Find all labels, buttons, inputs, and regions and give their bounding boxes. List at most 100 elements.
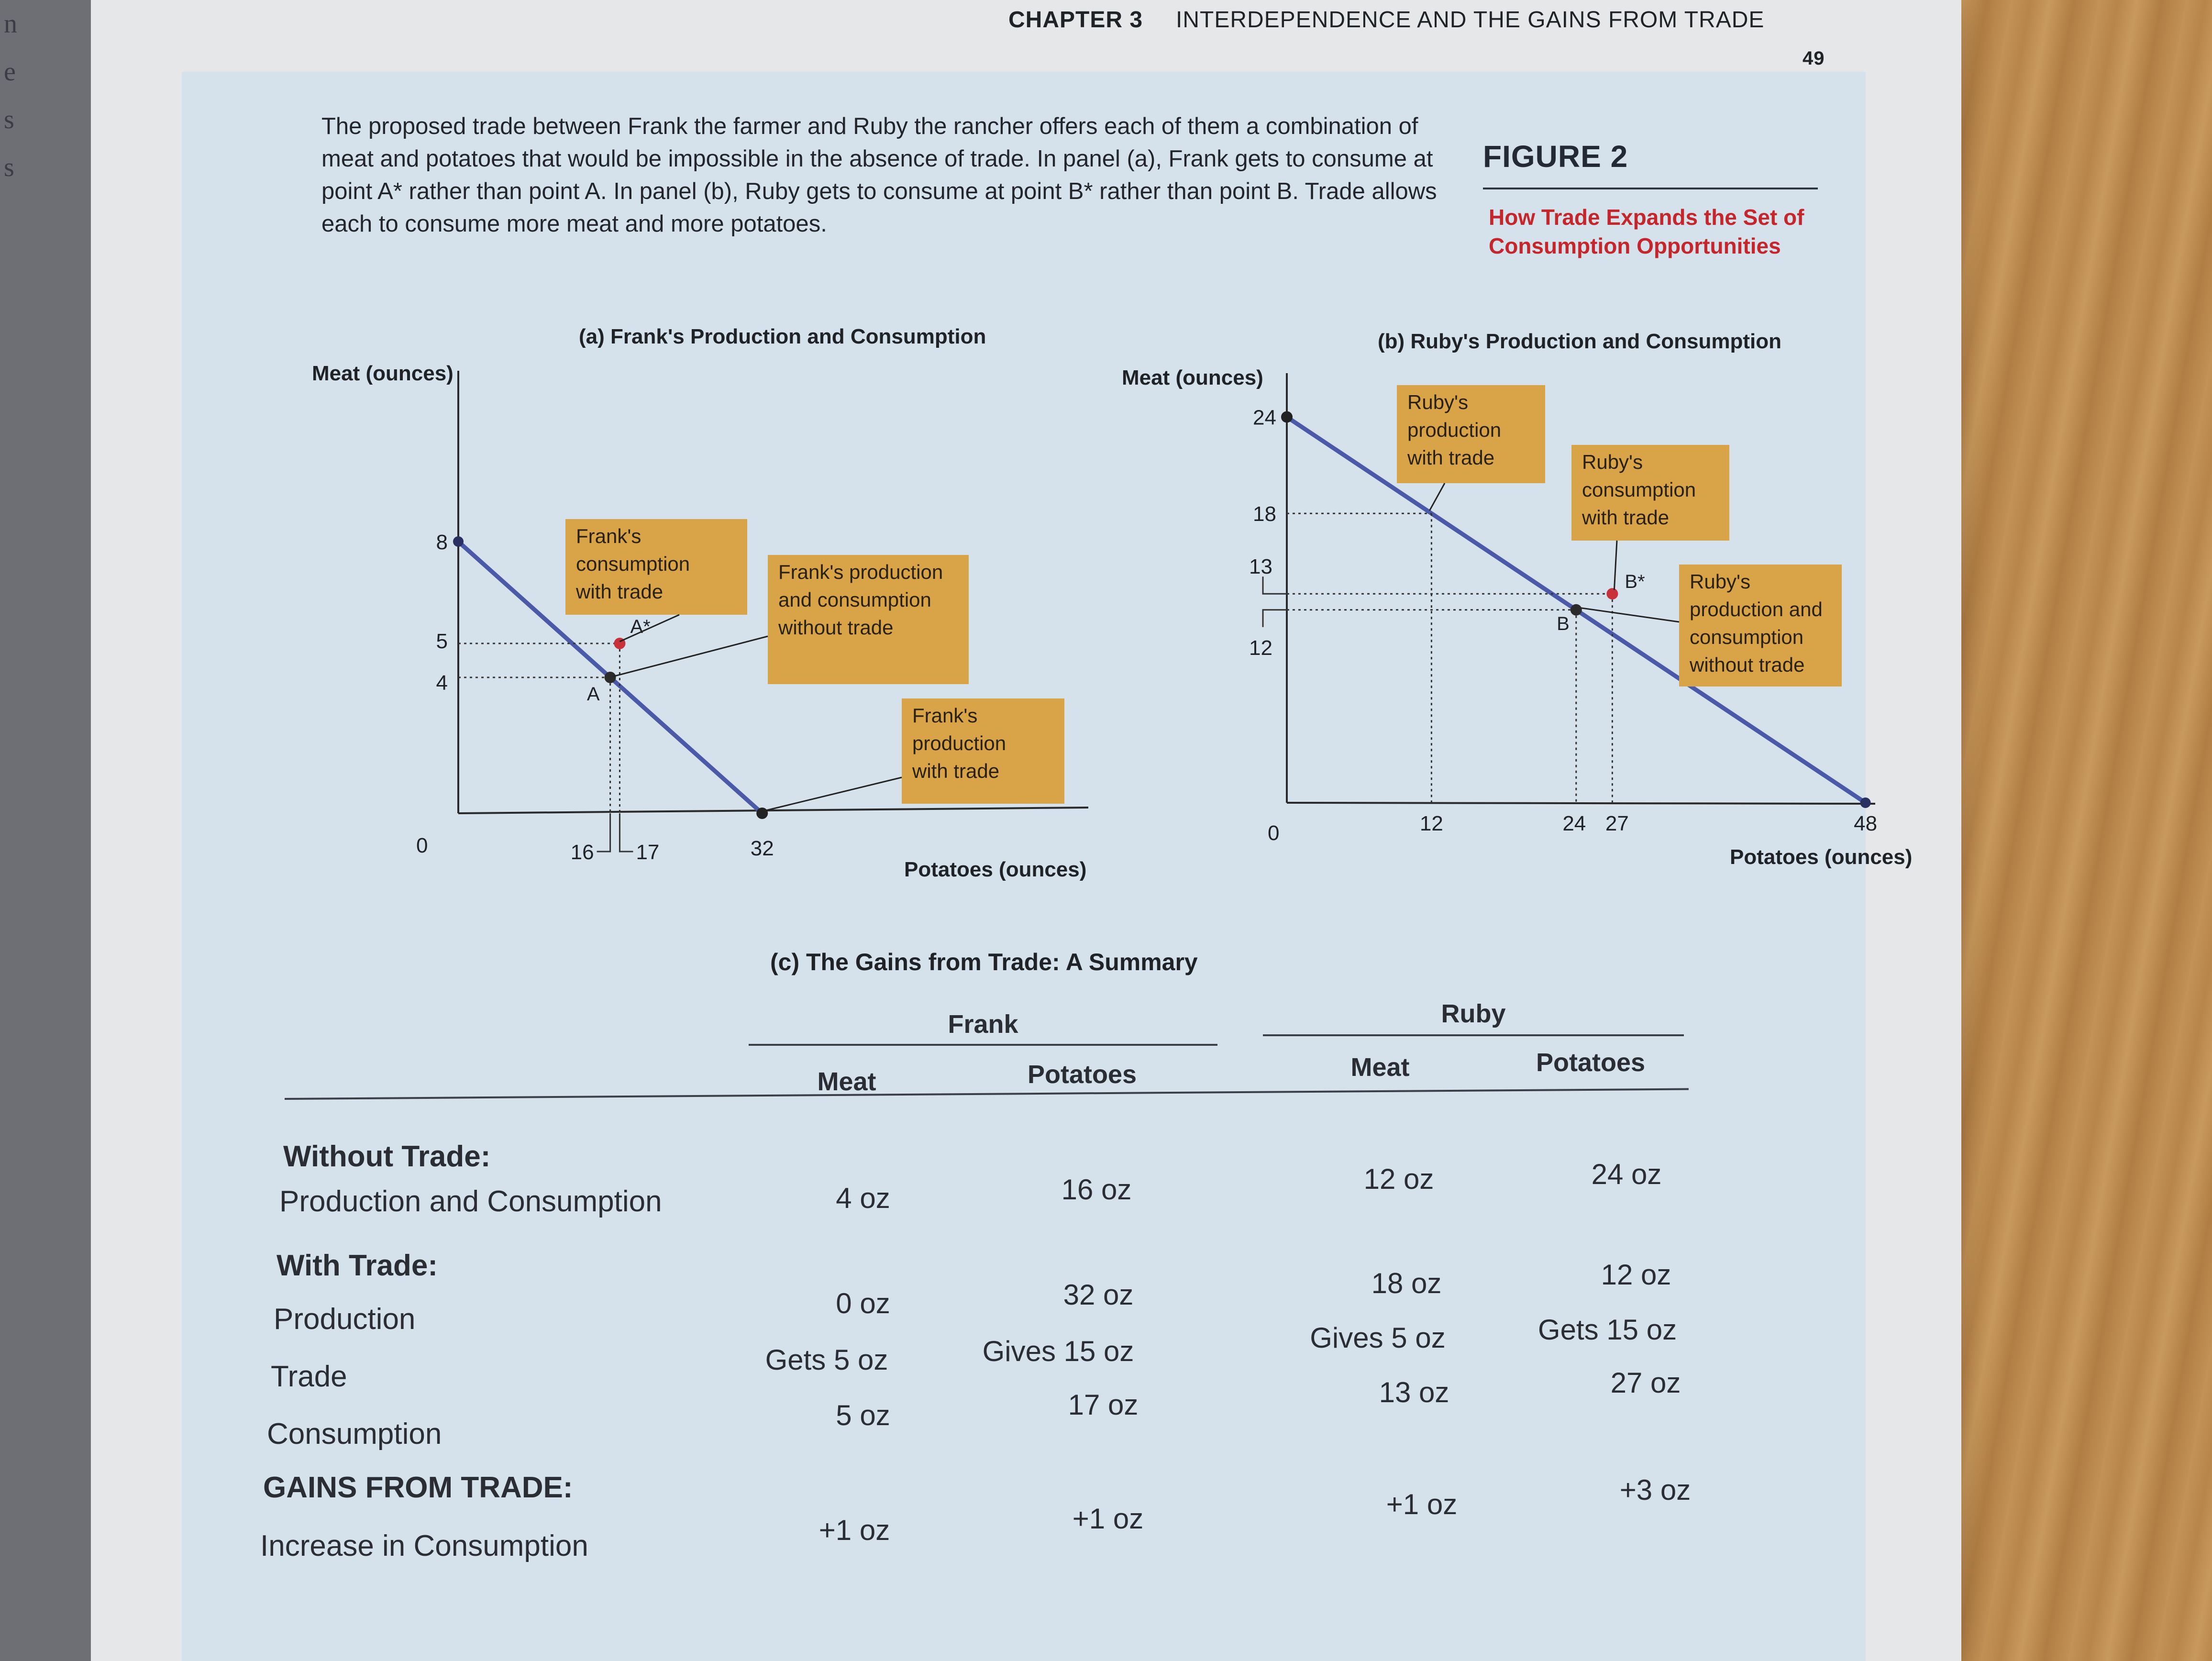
row-label-trade: Trade [271,1360,347,1393]
panel-a-note-without-trade: Frank's production and consumption without… [768,555,969,684]
panel-b-frontier-start [1281,411,1293,423]
panel-b-note-without-trade-line-0: Ruby's [1690,570,1750,593]
cell-frank-potatoes-consumption: 17 oz [1068,1389,1139,1421]
panel-a-xtick-17: 17 [636,841,659,864]
panel-b-note-production-trade: Ruby's production with trade [1397,385,1545,483]
panel-a-note-production-trade-line-0: Frank's [912,704,977,727]
panel-b-xtick-27: 27 [1605,812,1629,835]
panel-a-ytick-5: 5 [436,630,448,653]
panel-b-note-without-trade-line-1: production and [1690,598,1823,620]
panel-b-xtick-48: 48 [1854,812,1877,835]
panel-a-leader-astar [619,614,680,642]
panel-a-note-consumption-trade: Frank's consumption with trade [565,519,747,615]
panel-a-label-Astar: A* [630,616,650,637]
row-label-production: Production [274,1303,416,1336]
figure-caption: The proposed trade between Frank the far… [321,113,1437,237]
panel-b-note-production-trade-bg [1397,385,1545,483]
cell-frank-meat-gain: +1 oz [818,1514,890,1546]
panel-a-xlabel: Potatoes (ounces) [904,858,1086,881]
panel-b-note-consumption-trade-bg [1571,445,1729,541]
cell-ruby-meat-trade: Gives 5 oz [1310,1322,1446,1354]
panel-a-note-consumption-trade-bg [565,519,747,615]
panel-b-leader-bstar [1613,540,1618,590]
panel-a-leader-a [613,635,768,677]
cell-frank-potatoes-trade: Gives 15 oz [982,1335,1134,1367]
cell-frank-potatoes-production: 32 oz [1063,1279,1134,1311]
ruby-group-rule [1263,1034,1684,1036]
cell-frank-potatoes-without: 16 oz [1061,1174,1132,1206]
panel-b-note-consumption-trade: Ruby's consumption with trade [1571,445,1729,541]
cell-frank-meat-without: 4 oz [836,1182,890,1214]
panel-b-ytick-13: 13 [1249,555,1272,578]
panel-a-note-production-trade: Frank's production with trade [902,698,1064,804]
panel-b-ytick-18: 18 [1253,502,1276,526]
panel-b-note-without-trade-bg [1679,565,1842,687]
panel-a-note-consumption-trade-line-1: consumption [576,553,690,575]
panel-b-note-production-trade-line-0: Ruby's [1407,391,1468,413]
chapter-title: INTERDEPENDENCE AND THE GAINS FROM TRADE [1176,7,1765,33]
panel-a-x16-leader [597,813,611,853]
cell-frank-meat-trade: Gets 5 oz [765,1344,888,1376]
chapter-label: CHAPTER 3 [1008,7,1143,33]
cell-ruby-meat-gain: +1 oz [1386,1488,1458,1520]
panel-b-note-production-trade-line-1: production [1407,419,1501,441]
panel-b-point-B* [1606,588,1618,600]
figure-panel [182,72,1866,1661]
panel-a-x-axis [458,807,1089,814]
panel-a-title: (a) Frank's Production and Consumption [579,325,986,348]
panel-a-leader-production [765,776,902,811]
cell-ruby-meat-consumption: 13 oz [1379,1376,1449,1408]
panel-b-title: (b) Ruby's Production and Consumption [1378,330,1781,353]
panel-b-note-without-trade-line-3: without trade [1689,653,1804,676]
cell-ruby-potatoes-production: 12 oz [1601,1259,1671,1291]
ruby-header: Ruby [1441,999,1506,1028]
panel-b-chart: (b) Ruby's Production and Consumption Me… [1122,330,1912,869]
panel-b-note-consumption-trade-line-2: with trade [1582,506,1669,529]
panel-a-frontier-start [453,536,464,547]
panel-b-note-without-trade-line-2: consumption [1690,626,1803,648]
summary-title: (c) The Gains from Trade: A Summary [770,949,1198,975]
panel-b-y13-leader [1262,576,1287,595]
cell-ruby-meat-without: 12 oz [1363,1163,1434,1195]
panel-a-chart: (a) Frank's Production and Consumption M… [312,325,1089,881]
panel-a-note-consumption-trade-line-2: with trade [575,580,663,603]
figure-label: FIGURE 2 [1483,139,1628,174]
panel-b-xtick-24: 24 [1562,812,1586,835]
figure-rule [1483,188,1818,189]
panel-b-leader-b [1581,607,1680,623]
cell-frank-meat-production: 0 oz [836,1287,890,1319]
panel-a-ylabel: Meat (ounces) [312,362,453,385]
panel-b-note-consumption-trade-line-0: Ruby's [1582,451,1643,473]
col-ruby-potatoes: Potatoes [1536,1048,1646,1077]
panel-a-origin: 0 [416,834,428,857]
figure-title: How Trade Expands the Set of Consumption… [1489,205,1804,258]
panel-b-note-consumption-trade-line-1: consumption [1582,478,1696,501]
panel-a-note-without-trade-line-1: and consumption [778,588,931,611]
page-number: 49 [1803,48,1825,69]
col-frank-meat: Meat [817,1067,876,1096]
section-gains-from-trade: GAINS FROM TRADE: [263,1471,573,1504]
panel-a-note-without-trade-line-0: Frank's production [778,561,943,583]
panel-b-note-production-trade-line-2: with trade [1407,446,1494,469]
panel-a-marks: A A* 8 5 4 16 17 32 Frank's consumption with trade… [436,371,1089,864]
cell-ruby-potatoes-trade: Gets 15 oz [1537,1314,1677,1346]
col-ruby-meat: Meat [1350,1053,1410,1082]
panel-b-leader-production [1429,483,1446,511]
panel-b-ylabel: Meat (ounces) [1122,366,1263,389]
section-with-trade: With Trade: [276,1249,438,1282]
charts: (a) Frank's Production and Consumption M… [312,325,1912,881]
panel-b-ytick-12: 12 [1249,636,1272,660]
panel-b-x-axis [1286,802,1876,805]
panel-a-note-without-trade-line-2: without trade [778,616,893,639]
panel-a-frontier-end [756,808,768,819]
panel-b-marks: B B* 24 18 13 12 12 24 27 48 Ruby's production with … [1249,373,1877,835]
panel-a-note-production-trade-line-1: production [912,732,1006,754]
panel-b-note-without-trade: Ruby's production and consumption without t… [1679,565,1842,687]
frank-header: Frank [948,1010,1018,1039]
panel-a-note-production-trade-line-2: with trade [912,760,999,782]
panel-b-label-Bstar: B* [1625,571,1645,592]
panel-a-note-without-trade-bg [768,555,969,684]
cell-ruby-meat-production: 18 oz [1371,1267,1442,1299]
cell-ruby-potatoes-consumption: 27 oz [1610,1367,1681,1399]
